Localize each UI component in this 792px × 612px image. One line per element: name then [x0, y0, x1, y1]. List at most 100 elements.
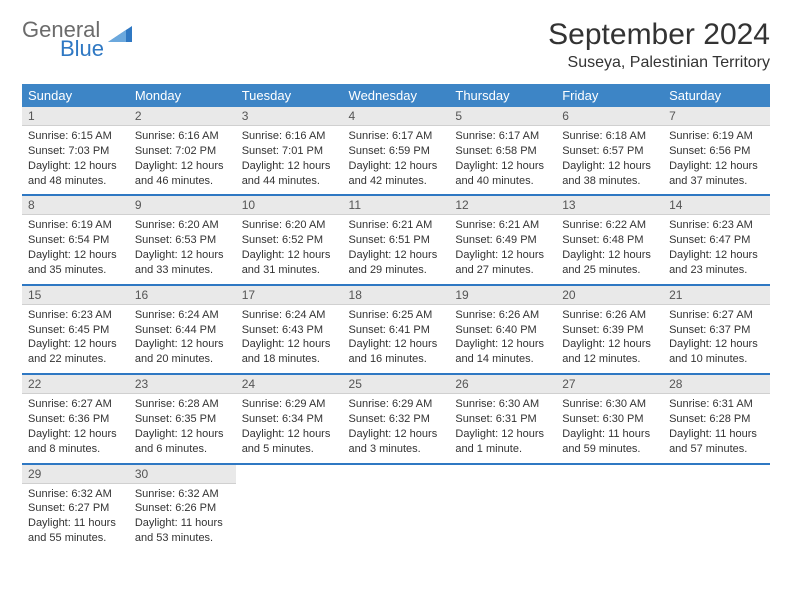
day-details: Sunrise: 6:24 AMSunset: 6:44 PMDaylight:…: [135, 305, 230, 367]
sunrise-text: Sunrise: 6:27 AM: [669, 308, 764, 323]
day-details: Sunrise: 6:22 AMSunset: 6:48 PMDaylight:…: [562, 215, 657, 277]
day-details: Sunrise: 6:32 AMSunset: 6:26 PMDaylight:…: [135, 484, 230, 546]
sunrise-text: Sunrise: 6:17 AM: [455, 129, 550, 144]
sunrise-text: Sunrise: 6:26 AM: [455, 308, 550, 323]
sunset-text: Sunset: 6:31 PM: [455, 412, 550, 427]
daylight-text: and 35 minutes.: [28, 263, 123, 278]
location: Suseya, Palestinian Territory: [548, 54, 770, 72]
week-row: 15 Sunrise: 6:23 AMSunset: 6:45 PM Dayligh…: [22, 285, 770, 374]
day-header: Thursday: [449, 84, 556, 107]
daylight-text: Daylight: 12 hours: [135, 248, 230, 263]
daylight-text: and 38 minutes.: [562, 174, 657, 189]
sunrise-text: Sunrise: 6:22 AM: [562, 218, 657, 233]
daylight-text: and 31 minutes.: [242, 263, 337, 278]
day-header: Monday: [129, 84, 236, 107]
daylight-text: Daylight: 12 hours: [562, 337, 657, 352]
sunset-text: Sunset: 6:41 PM: [349, 323, 444, 338]
day-number: 28: [663, 375, 770, 394]
daylight-text: and 23 minutes.: [669, 263, 764, 278]
sunset-text: Sunset: 6:30 PM: [562, 412, 657, 427]
day-number: 18: [343, 286, 450, 305]
day-details: Sunrise: 6:21 AMSunset: 6:49 PMDaylight:…: [455, 215, 550, 277]
day-number: 3: [236, 107, 343, 126]
day-header: Tuesday: [236, 84, 343, 107]
day-cell: [236, 464, 343, 552]
month-title: September 2024: [548, 18, 770, 52]
day-cell: 21Sunrise: 6:27 AMSunset: 6:37 PMDayligh…: [663, 285, 770, 374]
sunrise-text: Sunrise: 6:29 AM: [242, 397, 337, 412]
daylight-text: Daylight: 12 hours: [28, 248, 123, 263]
day-details: Sunrise: 6:29 AMSunset: 6:32 PMDaylight:…: [349, 394, 444, 456]
logo-text: General Blue: [22, 18, 104, 60]
day-number: 9: [129, 196, 236, 215]
day-cell: 19Sunrise: 6:26 AMSunset: 6:40 PMDayligh…: [449, 285, 556, 374]
day-number: 11: [343, 196, 450, 215]
day-number: 22: [22, 375, 129, 394]
day-details: Sunrise: 6:23 AMSunset: 6:47 PMDaylight:…: [669, 215, 764, 277]
sunrise-text: Sunrise: 6:30 AM: [562, 397, 657, 412]
week-row: 22Sunrise: 6:27 AMSunset: 6:36 PMDayligh…: [22, 374, 770, 463]
sunrise-text: Sunrise: 6:19 AM: [669, 129, 764, 144]
daylight-text: Daylight: 12 hours: [669, 248, 764, 263]
daylight-text: Daylight: 12 hours: [455, 337, 550, 352]
daylight-text: and 59 minutes.: [562, 442, 657, 457]
sunrise-text: Sunrise: 6:25 AM: [349, 308, 444, 323]
daylight-text: Daylight: 12 hours: [242, 427, 337, 442]
sunset-text: Sunset: 6:49 PM: [455, 233, 550, 248]
day-number: 20: [556, 286, 663, 305]
day-cell: 20Sunrise: 6:26 AMSunset: 6:39 PMDayligh…: [556, 285, 663, 374]
day-cell: 29Sunrise: 6:32 AMSunset: 6:27 PMDayligh…: [22, 464, 129, 552]
daylight-text: Daylight: 12 hours: [349, 427, 444, 442]
sunrise-text: Sunrise: 6:17 AM: [349, 129, 444, 144]
sunset-text: Sunset: 7:02 PM: [135, 144, 230, 159]
day-number: 16: [129, 286, 236, 305]
day-number: 12: [449, 196, 556, 215]
day-number: 4: [343, 107, 450, 126]
day-cell: 2Sunrise: 6:16 AMSunset: 7:02 PMDaylight…: [129, 107, 236, 195]
day-number: 24: [236, 375, 343, 394]
daylight-text: and 40 minutes.: [455, 174, 550, 189]
day-number: 26: [449, 375, 556, 394]
day-number: 21: [663, 286, 770, 305]
day-cell: [556, 464, 663, 552]
day-details: Sunrise: 6:30 AMSunset: 6:30 PMDaylight:…: [562, 394, 657, 456]
day-number: 27: [556, 375, 663, 394]
sunset-text: Sunset: 6:32 PM: [349, 412, 444, 427]
sunset-text: Sunset: 6:47 PM: [669, 233, 764, 248]
sunrise-text: Sunrise: 6:23 AM: [28, 308, 123, 323]
sunset-text: Sunset: 6:51 PM: [349, 233, 444, 248]
daylight-text: and 8 minutes.: [28, 442, 123, 457]
sunrise-text: Sunrise: 6:21 AM: [349, 218, 444, 233]
sunset-text: Sunset: 6:45 PM: [28, 323, 123, 338]
day-cell: 27Sunrise: 6:30 AMSunset: 6:30 PMDayligh…: [556, 374, 663, 463]
sunset-text: Sunset: 6:59 PM: [349, 144, 444, 159]
day-cell: 24Sunrise: 6:29 AMSunset: 6:34 PMDayligh…: [236, 374, 343, 463]
sunset-text: Sunset: 6:57 PM: [562, 144, 657, 159]
daylight-text: and 1 minute.: [455, 442, 550, 457]
day-number: 15: [22, 286, 129, 305]
day-details: Sunrise: 6:15 AMSunset: 7:03 PMDaylight:…: [28, 126, 123, 188]
day-details: Sunrise: 6:19 AMSunset: 6:54 PMDaylight:…: [28, 215, 123, 277]
daylight-text: and 42 minutes.: [349, 174, 444, 189]
day-number: 19: [449, 286, 556, 305]
daylight-text: and 57 minutes.: [669, 442, 764, 457]
day-header: Saturday: [663, 84, 770, 107]
daylight-text: Daylight: 12 hours: [349, 159, 444, 174]
day-cell: 9Sunrise: 6:20 AMSunset: 6:53 PMDaylight…: [129, 195, 236, 284]
daylight-text: and 48 minutes.: [28, 174, 123, 189]
daylight-text: and 53 minutes.: [135, 531, 230, 546]
sunset-text: Sunset: 6:35 PM: [135, 412, 230, 427]
day-number: 10: [236, 196, 343, 215]
daylight-text: Daylight: 12 hours: [242, 159, 337, 174]
daylight-text: and 18 minutes.: [242, 352, 337, 367]
day-details: Sunrise: 6:31 AMSunset: 6:28 PMDaylight:…: [669, 394, 764, 456]
day-details: Sunrise: 6:20 AMSunset: 6:52 PMDaylight:…: [242, 215, 337, 277]
sunset-text: Sunset: 6:56 PM: [669, 144, 764, 159]
sunrise-text: Sunrise: 6:24 AM: [242, 308, 337, 323]
daylight-text: Daylight: 12 hours: [455, 159, 550, 174]
daylight-text: and 27 minutes.: [455, 263, 550, 278]
daylight-text: Daylight: 12 hours: [669, 159, 764, 174]
day-details: Sunrise: 6:30 AMSunset: 6:31 PMDaylight:…: [455, 394, 550, 456]
sunset-text: Sunset: 6:39 PM: [562, 323, 657, 338]
day-details: Sunrise: 6:24 AMSunset: 6:43 PMDaylight:…: [242, 305, 337, 367]
